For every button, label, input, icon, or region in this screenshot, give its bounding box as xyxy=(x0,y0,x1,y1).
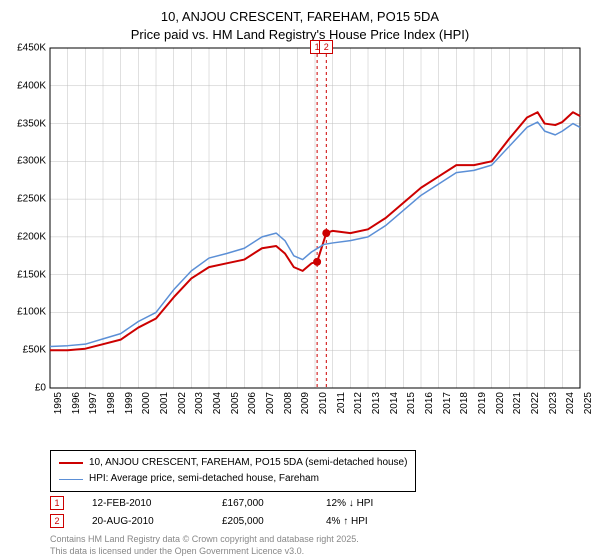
title-line-1: 10, ANJOU CRESCENT, FAREHAM, PO15 5DA xyxy=(0,8,600,26)
x-axis-label: 2015 xyxy=(406,392,417,422)
y-axis-label: £300K xyxy=(6,156,46,167)
transaction-date: 20-AUG-2010 xyxy=(92,516,222,527)
x-axis-label: 2014 xyxy=(389,392,400,422)
transaction-row: 1 12-FEB-2010 £167,000 12% ↓ HPI xyxy=(50,494,446,512)
license-line-1: Contains HM Land Registry data © Crown c… xyxy=(50,534,359,546)
y-axis-label: £0 xyxy=(6,383,46,394)
x-axis-label: 2011 xyxy=(336,392,347,422)
chart-marker-2: 2 xyxy=(319,40,333,54)
x-axis-label: 2018 xyxy=(459,392,470,422)
y-axis-label: £350K xyxy=(6,118,46,129)
x-axis-label: 2006 xyxy=(247,392,258,422)
x-axis-label: 2013 xyxy=(371,392,382,422)
x-axis-label: 2007 xyxy=(265,392,276,422)
transaction-badge-1: 1 xyxy=(50,496,64,510)
x-axis-label: 2024 xyxy=(565,392,576,422)
x-axis-label: 2001 xyxy=(159,392,170,422)
transaction-price: £167,000 xyxy=(222,498,326,509)
legend-label-0: 10, ANJOU CRESCENT, FAREHAM, PO15 5DA (s… xyxy=(89,455,407,471)
x-axis-label: 1999 xyxy=(124,392,135,422)
transaction-row: 2 20-AUG-2010 £205,000 4% ↑ HPI xyxy=(50,512,446,530)
legend-label-1: HPI: Average price, semi-detached house,… xyxy=(89,471,319,487)
x-axis-label: 2016 xyxy=(424,392,435,422)
y-axis-label: £100K xyxy=(6,307,46,318)
x-axis-label: 2005 xyxy=(230,392,241,422)
y-axis-label: £200K xyxy=(6,231,46,242)
x-axis-label: 2012 xyxy=(353,392,364,422)
x-axis-label: 2003 xyxy=(194,392,205,422)
chart-svg xyxy=(50,48,580,416)
y-axis-label: £50K xyxy=(6,345,46,356)
x-axis-label: 2023 xyxy=(548,392,559,422)
transaction-pct: 12% ↓ HPI xyxy=(326,498,446,509)
x-axis-label: 2004 xyxy=(212,392,223,422)
x-axis-label: 2002 xyxy=(177,392,188,422)
x-axis-label: 2017 xyxy=(442,392,453,422)
x-axis-label: 1996 xyxy=(71,392,82,422)
x-axis-label: 2008 xyxy=(283,392,294,422)
legend-swatch-0 xyxy=(59,462,83,464)
transaction-table: 1 12-FEB-2010 £167,000 12% ↓ HPI 2 20-AU… xyxy=(50,494,446,530)
x-axis-label: 2022 xyxy=(530,392,541,422)
x-axis-label: 2010 xyxy=(318,392,329,422)
chart-area xyxy=(50,48,580,416)
x-axis-label: 1997 xyxy=(88,392,99,422)
transaction-price: £205,000 xyxy=(222,516,326,527)
y-axis-label: £450K xyxy=(6,43,46,54)
y-axis-label: £250K xyxy=(6,194,46,205)
legend-row: HPI: Average price, semi-detached house,… xyxy=(59,471,407,487)
legend-row: 10, ANJOU CRESCENT, FAREHAM, PO15 5DA (s… xyxy=(59,455,407,471)
x-axis-label: 2025 xyxy=(583,392,594,422)
y-axis-label: £400K xyxy=(6,80,46,91)
license-text: Contains HM Land Registry data © Crown c… xyxy=(50,534,359,557)
x-axis-label: 1998 xyxy=(106,392,117,422)
legend-box: 10, ANJOU CRESCENT, FAREHAM, PO15 5DA (s… xyxy=(50,450,416,492)
transaction-pct: 4% ↑ HPI xyxy=(326,516,446,527)
x-axis-label: 2020 xyxy=(495,392,506,422)
transaction-date: 12-FEB-2010 xyxy=(92,498,222,509)
legend-swatch-1 xyxy=(59,479,83,480)
x-axis-label: 2019 xyxy=(477,392,488,422)
x-axis-label: 2021 xyxy=(512,392,523,422)
title-line-2: Price paid vs. HM Land Registry's House … xyxy=(0,26,600,44)
chart-title-block: 10, ANJOU CRESCENT, FAREHAM, PO15 5DA Pr… xyxy=(0,0,600,44)
x-axis-label: 2000 xyxy=(141,392,152,422)
x-axis-label: 1995 xyxy=(53,392,64,422)
x-axis-label: 2009 xyxy=(300,392,311,422)
transaction-badge-2: 2 xyxy=(50,514,64,528)
license-line-2: This data is licensed under the Open Gov… xyxy=(50,546,359,558)
y-axis-label: £150K xyxy=(6,269,46,280)
